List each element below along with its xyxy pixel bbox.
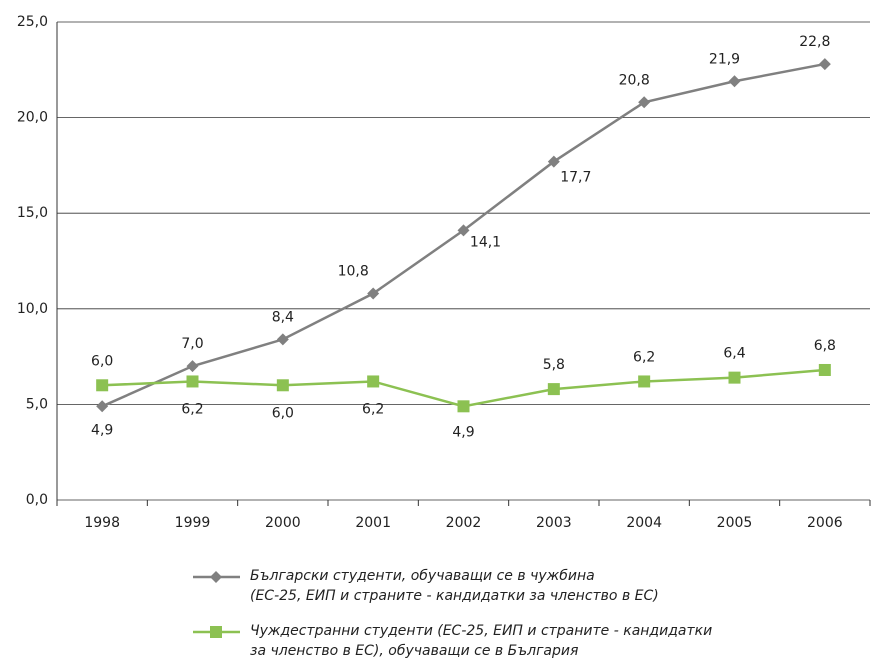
data-label: 6,2 [181, 401, 203, 417]
y-tick-label: 20,0 [17, 110, 48, 126]
data-label: 8,4 [272, 309, 294, 325]
data-label: 20,8 [619, 72, 650, 88]
y-tick-label: 25,0 [17, 14, 48, 30]
y-tick-label: 5,0 [26, 396, 48, 412]
marker [457, 224, 470, 237]
data-label: 6,8 [814, 338, 836, 354]
marker [638, 96, 651, 109]
data-label: 22,8 [799, 34, 830, 50]
x-tick-label: 2006 [807, 515, 843, 531]
marker [728, 371, 741, 384]
x-tick-label: 2002 [446, 515, 482, 531]
data-label: 21,9 [709, 51, 740, 67]
marker [547, 383, 560, 396]
data-label: 6,0 [91, 353, 113, 369]
data-label: 5,8 [543, 357, 565, 373]
x-tick-label: 1999 [175, 515, 211, 531]
marker [276, 333, 289, 346]
marker [96, 400, 109, 413]
marker [186, 360, 199, 373]
x-tick-label: 2004 [626, 515, 662, 531]
legend-label: Български студенти, обучаващи се в чужби… [250, 568, 659, 604]
marker [186, 375, 199, 388]
marker [457, 400, 470, 413]
data-label: 4,9 [452, 424, 474, 440]
y-tick-label: 15,0 [17, 205, 48, 221]
marker [367, 287, 380, 300]
marker [367, 375, 380, 388]
marker [638, 375, 651, 388]
legend-label: Чуждестранни студенти (ЕС-25, ЕИП и стра… [250, 623, 713, 659]
legend-marker [210, 571, 222, 583]
x-tick-label: 2005 [717, 515, 753, 531]
data-label: 17,7 [560, 170, 591, 186]
x-tick-label: 2001 [355, 515, 391, 531]
marker [818, 58, 831, 71]
marker [818, 363, 831, 376]
data-label: 4,9 [91, 422, 113, 438]
legend-marker [210, 626, 222, 638]
data-label: 6,2 [362, 401, 384, 417]
data-label: 14,1 [470, 234, 501, 250]
marker [728, 75, 741, 88]
y-tick-label: 10,0 [17, 301, 48, 317]
x-tick-label: 1998 [84, 515, 120, 531]
data-label: 6,0 [272, 405, 294, 421]
marker [547, 155, 560, 168]
data-label: 10,8 [338, 264, 369, 280]
marker [276, 379, 289, 392]
data-label: 7,0 [181, 336, 203, 352]
x-tick-label: 2003 [536, 515, 572, 531]
y-tick-label: 0,0 [26, 492, 48, 508]
data-label: 6,2 [633, 349, 655, 365]
marker [96, 379, 109, 392]
x-tick-label: 2000 [265, 515, 301, 531]
data-label: 6,4 [723, 346, 745, 362]
